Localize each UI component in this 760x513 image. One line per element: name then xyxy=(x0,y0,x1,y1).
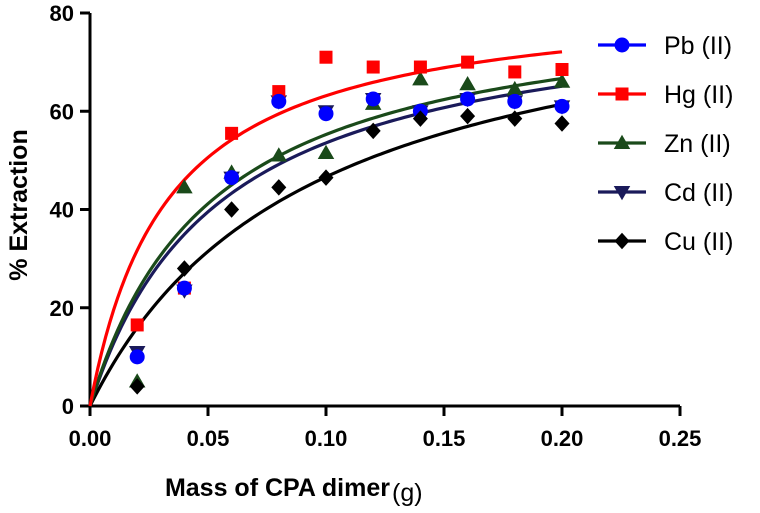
data-point xyxy=(459,75,476,91)
x-ticks: 0.00 0.05 0.10 0.15 0.20 0.25 xyxy=(69,406,702,451)
data-point xyxy=(270,147,288,162)
series-hg-ii xyxy=(130,50,569,332)
data-point xyxy=(506,80,524,96)
y-tick-label: 40 xyxy=(50,198,74,223)
data-point xyxy=(176,280,192,296)
y-tick-label: 20 xyxy=(50,296,74,321)
x-tick-label: 0.20 xyxy=(541,426,584,451)
data-point xyxy=(225,126,239,140)
legend-item-cd-ii: Cd (II) xyxy=(598,179,733,207)
data-point xyxy=(317,144,335,160)
data-point xyxy=(130,318,144,332)
legend-item-hg-ii: Hg (II) xyxy=(598,81,733,109)
x-tick-label: 0.15 xyxy=(423,426,466,451)
x-tick-label: 0.05 xyxy=(187,426,230,451)
y-tick-label: 60 xyxy=(50,99,74,124)
data-points xyxy=(128,50,571,395)
data-point xyxy=(365,122,381,140)
legend-marker xyxy=(613,186,631,201)
data-point xyxy=(554,98,570,114)
data-point xyxy=(318,106,334,122)
fit-curve-cd-ii xyxy=(88,84,563,407)
y-tick-label: 80 xyxy=(50,1,74,26)
series-cu-ii xyxy=(129,107,570,395)
legend-label: Zn (II) xyxy=(664,130,731,158)
legend-label: Pb (II) xyxy=(664,32,732,60)
legend-label: Cd (II) xyxy=(664,179,733,207)
x-axis-unit: (g) xyxy=(392,479,423,507)
legend-marker xyxy=(614,232,630,250)
data-point xyxy=(460,107,476,125)
y-axis-title: % Extraction xyxy=(5,129,33,280)
x-tick-label: 0.25 xyxy=(659,426,702,451)
x-tick-label: 0.10 xyxy=(305,426,348,451)
data-point xyxy=(176,179,193,194)
legend-label: Hg (II) xyxy=(664,81,733,109)
legend-item-cu-ii: Cu (II) xyxy=(598,228,733,256)
fit-curve-hg-ii xyxy=(88,50,563,407)
legend-marker xyxy=(615,87,629,101)
data-point xyxy=(461,55,475,69)
legend-marker xyxy=(614,37,630,53)
legend-item-zn-ii: Zn (II) xyxy=(598,130,731,158)
data-point xyxy=(129,378,145,395)
data-point xyxy=(271,93,287,109)
data-point xyxy=(508,65,522,79)
data-point xyxy=(553,73,571,88)
data-point xyxy=(365,91,381,107)
y-tick-label: 0 xyxy=(62,394,74,419)
data-point xyxy=(319,50,333,64)
data-point xyxy=(129,349,145,365)
fit-curve-zn-ii xyxy=(88,76,563,407)
axes: 0 20 40 60 80 0.00 0.05 0.10 0.15 0.20 0.25 xyxy=(50,1,702,451)
series-pb-ii xyxy=(129,91,570,365)
legend-label: Cu (II) xyxy=(664,228,733,256)
x-tick-label: 0.00 xyxy=(69,426,112,451)
y-ticks: 0 20 40 60 80 xyxy=(50,1,90,419)
data-point xyxy=(224,201,240,218)
data-point xyxy=(460,91,476,107)
data-point xyxy=(554,115,570,132)
data-point xyxy=(413,60,427,74)
data-point xyxy=(507,110,523,127)
legend-item-pb-ii: Pb (II) xyxy=(598,32,732,60)
legend-marker xyxy=(613,134,631,149)
data-point xyxy=(412,110,428,127)
data-point xyxy=(318,169,334,186)
data-point xyxy=(271,179,287,196)
fit-curves xyxy=(88,50,563,407)
data-point xyxy=(412,71,429,86)
data-point xyxy=(507,93,523,109)
x-axis-title: Mass of CPA dimer xyxy=(165,474,390,502)
data-point xyxy=(555,62,569,76)
data-point xyxy=(366,60,380,74)
data-point xyxy=(176,260,192,277)
legend: Pb (II) Hg (II) Zn (II) Cd (II) Cu (II) xyxy=(598,32,733,256)
data-point xyxy=(224,170,240,186)
